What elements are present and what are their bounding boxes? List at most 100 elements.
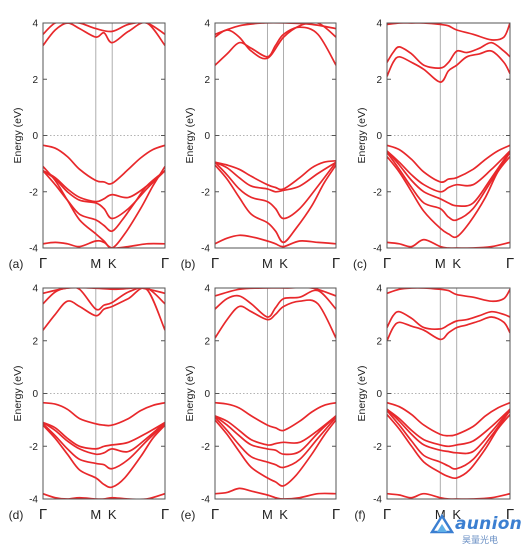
band-line-6 xyxy=(43,170,165,233)
band-line-2 xyxy=(215,23,336,60)
band-line-2 xyxy=(43,23,165,36)
band-line-5 xyxy=(387,150,510,193)
x-tick-label-gamma: Γ xyxy=(39,506,47,523)
y-tick-label: 2 xyxy=(204,75,210,86)
band-line-8 xyxy=(43,424,165,489)
y-tick-label: 2 xyxy=(376,336,382,347)
band-line-7 xyxy=(387,151,510,222)
x-tick-label-k: K xyxy=(108,256,117,271)
y-tick-label: -4 xyxy=(29,495,38,506)
y-tick-label: 2 xyxy=(376,75,382,86)
band-line-6 xyxy=(215,415,336,456)
x-tick-label-gamma: Γ xyxy=(39,255,47,272)
y-axis-label: Energy (eV) xyxy=(356,365,368,421)
x-tick-label-k: K xyxy=(279,256,288,271)
y-tick-label: 0 xyxy=(32,389,38,400)
y-tick-label: -4 xyxy=(201,244,210,255)
band-panel-a: -4 -2 0 2 4 Energy (eV) Γ M K Γ (a) xyxy=(9,19,169,273)
y-tick-label: 0 xyxy=(32,131,38,142)
x-tick-label-k: K xyxy=(452,507,461,522)
y-tick-label: 0 xyxy=(204,389,210,400)
x-tick-label-gamma: Γ xyxy=(506,255,514,272)
panel-label: (c) xyxy=(353,257,367,271)
band-panel-b: -4 -2 0 2 4 Energy (eV) Γ M K Γ (b) xyxy=(181,19,340,273)
band-line-4 xyxy=(215,401,336,432)
band-line-2 xyxy=(387,310,510,330)
x-tick-label-gamma: Γ xyxy=(161,255,169,272)
y-axis-label: Energy (eV) xyxy=(184,107,196,163)
watermark-brand: aunion xyxy=(455,514,523,534)
band-line-2 xyxy=(387,41,510,69)
y-tick-label: -2 xyxy=(201,442,210,453)
x-tick-label-gamma: Γ xyxy=(211,506,219,523)
y-tick-label: 2 xyxy=(32,75,38,86)
y-tick-label: 4 xyxy=(204,19,210,30)
y-tick-label: -4 xyxy=(373,244,382,255)
panel-label: (e) xyxy=(181,508,196,522)
y-tick-label: -2 xyxy=(373,187,382,198)
band-line-6 xyxy=(215,161,336,220)
band-line-5 xyxy=(387,408,510,448)
y-tick-label: 4 xyxy=(32,19,38,30)
y-tick-label: 0 xyxy=(204,131,210,142)
x-tick-label-m: M xyxy=(435,256,446,271)
band-line-3 xyxy=(43,144,165,185)
x-tick-label-k: K xyxy=(279,507,288,522)
x-tick-label-gamma: Γ xyxy=(383,506,391,523)
x-tick-label-k: K xyxy=(108,507,117,522)
band-line-7 xyxy=(43,165,165,248)
y-tick-label: -2 xyxy=(201,187,210,198)
y-tick-label: -2 xyxy=(29,187,38,198)
band-line-1 xyxy=(387,316,510,342)
band-line-4 xyxy=(43,169,165,203)
band-line-1 xyxy=(215,26,336,66)
watermark-sub: 昊量光电 xyxy=(462,536,499,546)
band-line-1 xyxy=(387,49,510,83)
band-line-3 xyxy=(387,288,510,303)
band-line-8 xyxy=(43,239,165,248)
y-axis-label: Energy (eV) xyxy=(12,365,24,421)
y-axis-label: Energy (eV) xyxy=(356,107,368,163)
x-tick-label-m: M xyxy=(435,507,446,522)
x-tick-label-gamma: Γ xyxy=(332,255,340,272)
x-tick-label-gamma: Γ xyxy=(332,506,340,523)
band-line-8 xyxy=(387,156,510,239)
band-line-8 xyxy=(215,234,336,248)
band-line-5 xyxy=(43,421,165,450)
band-panel-e: -4 -2 0 2 4 Energy (eV) Γ M K Γ (e) xyxy=(181,284,340,524)
band-line-6 xyxy=(387,408,510,455)
band-line-1 xyxy=(43,288,165,331)
y-tick-label: 2 xyxy=(32,336,38,347)
band-line-7 xyxy=(215,164,336,244)
y-tick-label: -4 xyxy=(373,495,382,506)
band-line-5 xyxy=(215,415,336,446)
x-tick-label-m: M xyxy=(262,507,273,522)
x-tick-label-m: M xyxy=(262,256,273,271)
y-axis-label: Energy (eV) xyxy=(12,107,24,163)
band-line-4 xyxy=(215,159,336,191)
x-tick-label-gamma: Γ xyxy=(383,255,391,272)
x-tick-label-gamma: Γ xyxy=(211,255,219,272)
panel-label: (d) xyxy=(9,508,24,522)
band-line-1 xyxy=(43,23,165,47)
y-tick-label: -2 xyxy=(29,442,38,453)
band-line-8 xyxy=(215,419,336,487)
y-axis-label: Energy (eV) xyxy=(184,365,196,421)
band-line-9 xyxy=(215,487,336,499)
y-tick-label: -2 xyxy=(373,442,382,453)
band-panel-d: -4 -2 0 2 4 Energy (eV) Γ M K Γ (d) xyxy=(9,284,169,524)
band-line-6 xyxy=(43,421,165,456)
panel-label: (a) xyxy=(9,257,24,271)
aunion-logo-icon xyxy=(430,514,454,534)
band-line-3 xyxy=(387,23,510,41)
band-line-3 xyxy=(215,23,336,36)
y-tick-label: 4 xyxy=(376,284,382,295)
x-tick-label-gamma: Γ xyxy=(506,506,514,523)
band-line-6 xyxy=(387,150,510,208)
band-line-5 xyxy=(43,169,165,220)
x-tick-label-m: M xyxy=(90,507,101,522)
band-line-7 xyxy=(43,423,165,470)
band-panel-f: -4 -2 0 2 4 Energy (eV) Γ M K Γ (f) xyxy=(354,284,514,524)
band-line-3 xyxy=(215,288,336,297)
band-line-1 xyxy=(215,299,336,339)
